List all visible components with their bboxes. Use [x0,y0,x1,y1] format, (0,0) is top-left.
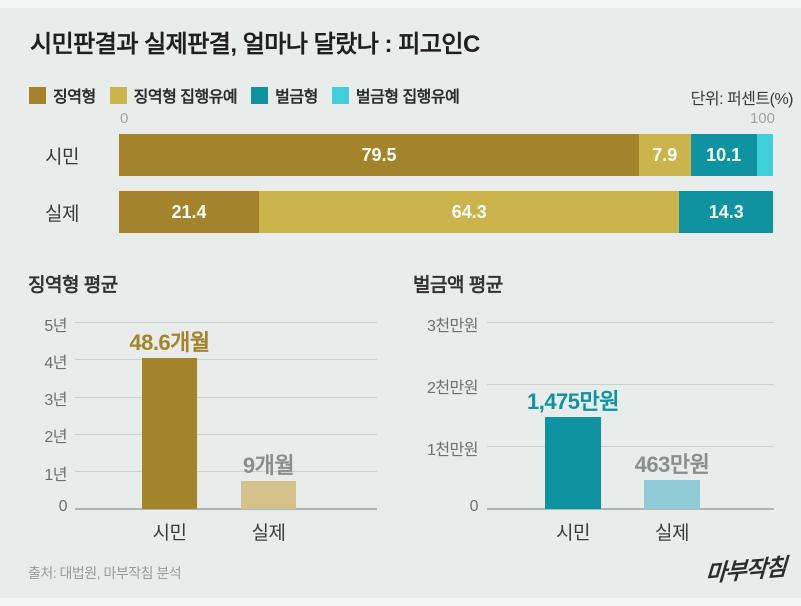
legend: 징역형 징역형 집행유예 벌금형 벌금형 집행유예 [29,83,460,107]
stacked-segment [756,134,773,176]
stacked-segment: 64.3 [258,191,680,233]
stacked-row-label-silje: 실제 [45,203,79,225]
page-title: 시민판결과 실제판결, 얼마나 달랐나 : 피고인C [30,31,480,58]
y-axis-tick-label: 4년 [44,354,67,372]
x-axis-category-label: 시민 [556,523,590,544]
segment-value-label: 14.3 [708,201,744,222]
legend-swatch-beolgeum-yuye [331,86,349,104]
x-axis-category-label: 실제 [251,523,286,544]
y-axis-tick-label: 3천만원 [426,317,479,335]
legend-label: 벌금형 집행유예 [355,89,460,106]
y-axis-tick-label: 1년 [44,466,67,484]
top-strip [0,0,801,8]
legend-item-beolgeum: 벌금형 [251,83,318,107]
chart-title-fine-average: 벌금액 평균 [413,275,503,296]
legend-item-jingyeok: 징역형 [29,83,96,107]
segment-value-label: 7.9 [652,144,678,165]
gridline [75,396,377,398]
y-axis-tick-label: 0 [469,498,479,515]
column-bar-실제 [644,480,700,509]
legend-label: 징역형 [53,89,96,106]
legend-item-beolgeum-yuye: 벌금형 집행유예 [331,83,460,107]
gridline [487,508,774,510]
stacked-row-label-simin: 시민 [45,146,79,168]
segment-value-label: 64.3 [451,201,487,222]
y-axis-tick-label: 2년 [44,429,67,447]
x-axis-tick-100: 100 [749,110,775,127]
stacked-bar-simin: 79.5 7.9 10.1 [119,134,773,176]
stacked-segment: 14.3 [679,191,773,233]
segment-value-label: 21.4 [171,201,207,222]
stacked-bar-silje: 21.4 64.3 14.3 [119,191,773,233]
gridline [487,322,774,323]
stacked-segment: 21.4 [119,191,259,233]
bar-value-label: 9개월 [242,453,295,479]
x-axis-tick-0: 0 [120,110,129,127]
stacked-segment: 7.9 [638,134,691,176]
gridline [75,359,377,361]
gridline [75,471,377,473]
bar-value-label: 1,475만원 [526,389,620,415]
y-axis-tick-label: 2천만원 [426,379,479,397]
stacked-segment: 10.1 [690,134,757,176]
legend-label: 징역형 집행유예 [133,89,238,106]
mabu-jakchim-logo: 마부작침 [705,553,787,587]
stacked-segment: 79.5 [119,134,639,176]
gridline [487,384,774,386]
bottom-strip [0,598,801,606]
gridline [75,322,377,323]
y-axis-tick-label: 0 [58,498,68,515]
legend-item-jingyeok-yuye: 징역형 집행유예 [109,83,238,107]
x-axis-category-label: 실제 [655,523,689,544]
column-bar-시민 [142,357,197,509]
x-axis-category-label: 시민 [152,523,187,544]
segment-value-label: 79.5 [361,144,397,165]
gridline [75,508,377,510]
segment-value-label: 10.1 [706,144,742,165]
legend-swatch-beolgeum [251,86,269,104]
unit-note: 단위: 퍼센트(%) [690,91,794,108]
legend-label: 벌금형 [275,89,318,106]
legend-swatch-jingyeok [29,86,46,104]
gridline [75,433,377,435]
legend-swatch-jingyeok-yuye [109,86,127,104]
source-note: 출처: 대법원, 마부작침 분석 [28,565,182,581]
column-bar-시민 [545,417,601,509]
bar-value-label: 463만원 [634,452,710,478]
y-axis-tick-label: 3년 [44,392,67,410]
chart-title-prison-average: 징역형 평균 [28,275,118,296]
y-axis-tick-label: 1천만원 [426,441,479,459]
bar-value-label: 48.6개월 [129,329,210,355]
gridline [487,446,774,448]
y-axis-tick-label: 5년 [44,317,67,335]
column-bar-실제 [241,481,296,509]
